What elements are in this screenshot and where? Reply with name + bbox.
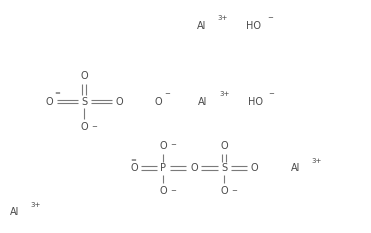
Text: Al: Al	[10, 207, 19, 217]
Text: O: O	[130, 163, 138, 173]
Text: O: O	[220, 186, 228, 196]
Text: 3+: 3+	[219, 91, 229, 97]
Text: 3+: 3+	[30, 202, 40, 208]
Text: O: O	[46, 96, 53, 106]
Text: O: O	[81, 122, 88, 132]
Text: =: =	[130, 157, 136, 163]
Text: O: O	[160, 186, 167, 196]
Text: −: −	[267, 15, 273, 21]
Text: 3+: 3+	[217, 15, 227, 21]
Text: O: O	[115, 96, 123, 106]
Text: O: O	[160, 141, 167, 151]
Text: Al: Al	[290, 163, 300, 173]
Text: =: =	[54, 90, 60, 96]
Text: −: −	[269, 91, 275, 97]
Text: O: O	[154, 96, 162, 106]
Text: P: P	[160, 163, 167, 173]
Text: HO: HO	[246, 21, 261, 31]
Text: O: O	[190, 163, 198, 173]
Text: O: O	[250, 163, 258, 173]
Text: S: S	[81, 96, 87, 106]
Text: O: O	[220, 141, 228, 151]
Text: −: −	[170, 188, 176, 194]
Text: −: −	[170, 142, 176, 148]
Text: HO: HO	[248, 96, 263, 106]
Text: O: O	[81, 71, 88, 81]
Text: O: O	[189, 163, 197, 173]
Text: −: −	[91, 124, 97, 130]
Text: Al: Al	[198, 96, 208, 106]
Text: Al: Al	[197, 21, 206, 31]
Text: 3+: 3+	[311, 158, 321, 164]
Text: −: −	[164, 91, 170, 97]
Text: −: −	[231, 188, 237, 194]
Text: S: S	[221, 163, 227, 173]
